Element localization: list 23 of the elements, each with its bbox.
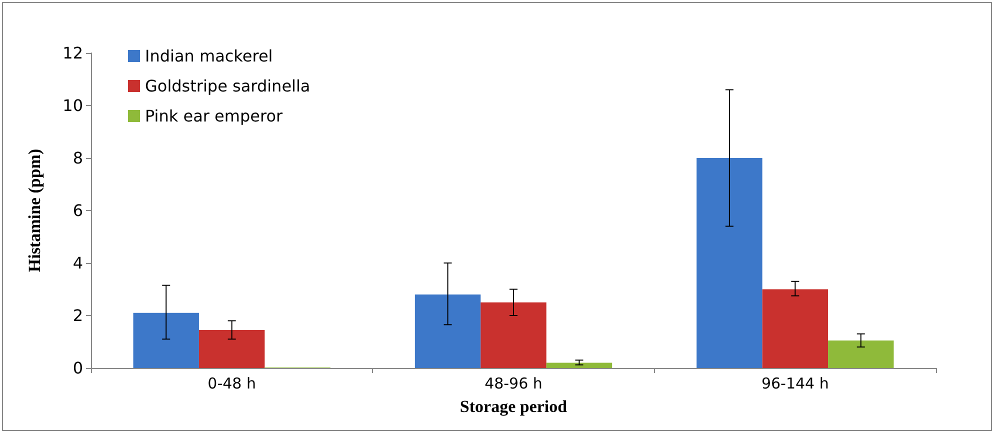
bar (546, 362, 612, 368)
legend-label: Pink ear emperor (145, 106, 283, 126)
y-tick-label: 8 (72, 148, 83, 168)
y-tick-label: 6 (72, 201, 83, 220)
x-tick-label: 96-144 h (761, 374, 829, 392)
x-axis-title: Storage period (460, 397, 568, 416)
bar (133, 312, 199, 368)
x-tick-label: 48-96 h (484, 374, 542, 392)
y-tick-label: 10 (62, 96, 83, 115)
bar (828, 340, 894, 368)
y-tick-label: 2 (72, 306, 83, 325)
y-tick-label: 12 (62, 44, 83, 62)
x-tick-label: 0-48 h (208, 374, 256, 392)
y-tick-label: 0 (72, 358, 83, 378)
y-tick-label: 4 (72, 254, 83, 272)
legend-label: Goldstripe sardinella (145, 76, 310, 96)
bar (762, 289, 828, 368)
bar (480, 302, 546, 368)
bar (198, 330, 265, 368)
bar (414, 294, 481, 368)
legend-label: Indian mackerel (145, 46, 273, 66)
bar (696, 158, 762, 368)
y-axis-title: Histamine (ppm) (25, 148, 44, 272)
